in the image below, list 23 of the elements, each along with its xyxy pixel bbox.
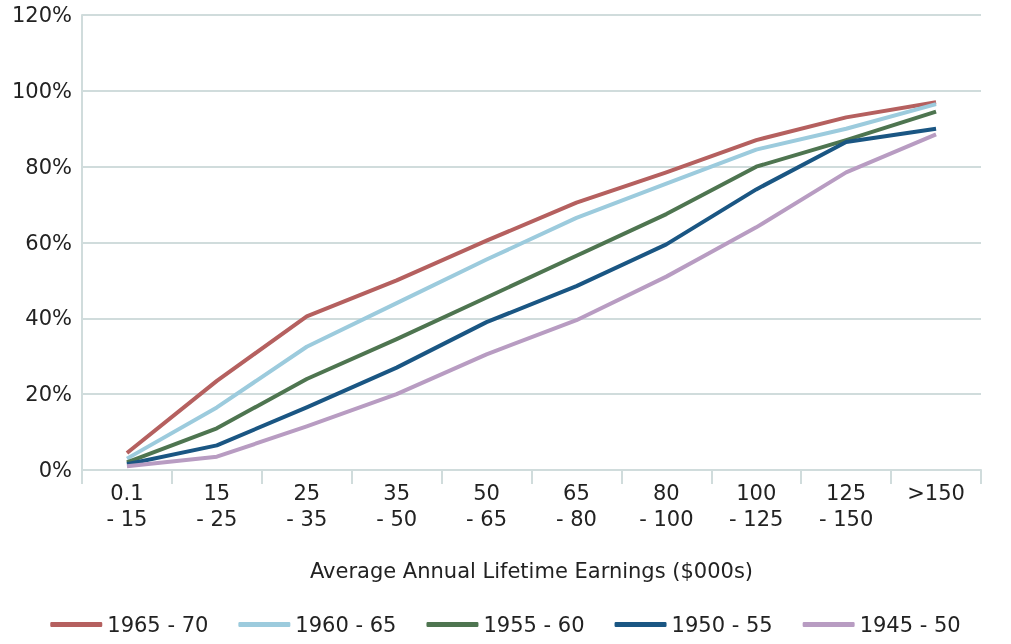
legend-label: 1945 - 50 <box>859 612 961 637</box>
y-tick-label: 0% <box>38 458 72 482</box>
x-tick-label: 65 - 80 <box>555 481 597 531</box>
x-tick-label: >150 <box>907 481 965 505</box>
y-tick-label: 80% <box>25 154 72 179</box>
y-tick-label: 60% <box>25 230 72 255</box>
y-tick-label: 100% <box>11 78 72 103</box>
x-tick-label: 100 - 125 <box>729 481 784 531</box>
x-tick-label: 125 - 150 <box>818 481 874 531</box>
y-tick-label: 20% <box>25 382 72 407</box>
legend-label: 1965 - 70 <box>107 612 209 637</box>
y-tick-label: 40% <box>25 306 72 331</box>
x-tick-label: 25 - 35 <box>286 481 328 531</box>
x-tick-label: 0.1 - 15 <box>106 481 148 531</box>
legend-label: 1950 - 55 <box>671 612 773 637</box>
x-tick-label: 35 - 50 <box>376 481 418 531</box>
y-tick-label: 120% <box>11 3 72 27</box>
x-tick-label: 15 - 25 <box>196 481 238 531</box>
legend-label: 1955 - 60 <box>483 612 585 637</box>
x-axis-title: Average Annual Lifetime Earnings ($000s) <box>309 558 754 583</box>
x-tick-label: 50 - 65 <box>466 481 508 531</box>
x-tick-label: 80 - 100 <box>639 481 694 531</box>
legend-label: 1960 - 65 <box>295 612 397 637</box>
